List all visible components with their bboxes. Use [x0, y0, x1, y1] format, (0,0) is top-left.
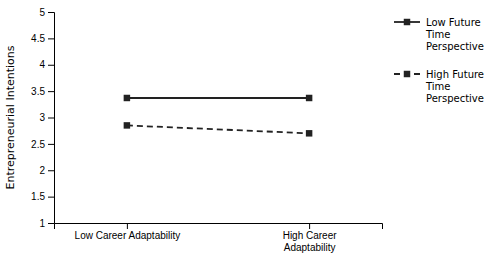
text-line: High Career	[283, 230, 338, 241]
x-axis: Low Career Adaptability High CareerAdapta…	[55, 223, 383, 253]
x-tick-mark	[127, 223, 128, 229]
y-tick-label: 5	[39, 7, 45, 18]
x-tick: High CareerAdaptability	[283, 223, 338, 253]
y-tick-label: 3	[39, 112, 45, 123]
x-tick-label: High CareerAdaptability	[283, 230, 338, 253]
legend-item: Low FutureTimePerspective	[394, 17, 484, 52]
chart: 1 1.5 2 2.5 3 3.5 4 4.5 5 Low Career Adaptability…	[0, 0, 500, 267]
point-marker	[124, 122, 130, 128]
series-line	[127, 97, 309, 99]
y-tick: 4	[39, 59, 54, 70]
point-marker	[306, 130, 312, 136]
y-tick: 3.5	[31, 86, 54, 97]
plot: 1 1.5 2 2.5 3 3.5 4 4.5 5 Low Career Adaptability…	[31, 7, 382, 253]
y-tick-label: 2	[39, 165, 45, 176]
y-tick-mark	[48, 118, 54, 119]
text-line: Perspective	[426, 93, 484, 104]
y-tick-mark	[48, 12, 54, 13]
series-line	[127, 125, 309, 133]
marks	[124, 95, 313, 137]
y-tick-mark	[48, 91, 54, 92]
text-line: High Future	[426, 69, 484, 80]
y-tick-label: 4.5	[31, 33, 45, 44]
y-tick: 5	[39, 7, 54, 18]
x-axis-line	[55, 224, 383, 230]
legend-item: High FutureTimePerspective	[394, 69, 484, 104]
legend-marker	[404, 71, 410, 77]
y-tick: 1.5	[31, 191, 54, 202]
legend: Low FutureTimePerspectiveHigh FutureTime…	[394, 17, 484, 104]
y-tick-mark	[48, 144, 54, 145]
legend-label: Low FutureTimePerspective	[425, 17, 484, 52]
y-tick-label: 2.5	[31, 139, 45, 150]
x-tick-mark	[309, 223, 310, 229]
y-tick-mark	[48, 170, 54, 171]
y-tick-mark	[48, 197, 54, 198]
y-axis: 1 1.5 2 2.5 3 3.5 4 4.5 5	[31, 7, 54, 229]
y-tick-mark	[48, 223, 54, 224]
x-tick: Low Career Adaptability	[75, 223, 181, 241]
legend-label: High FutureTimePerspective	[425, 69, 484, 104]
text-line: Low Future	[426, 17, 481, 28]
y-axis-line	[48, 13, 55, 224]
text-line: Low Career Adaptability	[75, 230, 181, 241]
y-tick: 2.5	[31, 139, 54, 150]
y-tick-label: 1.5	[31, 191, 45, 202]
y-tick-label: 1	[39, 218, 45, 229]
y-tick-label: 3.5	[31, 86, 45, 97]
y-tick: 2	[39, 165, 54, 176]
y-tick-label: 4	[39, 59, 45, 70]
y-tick-mark	[48, 65, 54, 66]
point-marker	[306, 95, 312, 101]
y-tick: 3	[39, 112, 54, 123]
y-tick: 1	[39, 218, 54, 229]
point-marker	[124, 95, 130, 101]
text-line: Time	[425, 81, 450, 92]
text-line: Adaptability	[284, 242, 336, 253]
y-axis-title: Entrepreneurial Intentions	[4, 45, 17, 189]
text-line: Perspective	[426, 41, 484, 52]
text-line: Time	[425, 29, 450, 40]
x-tick-label: Low Career Adaptability	[75, 230, 181, 241]
y-tick: 4.5	[31, 33, 54, 44]
y-tick-mark	[48, 38, 54, 39]
legend-marker	[404, 19, 410, 25]
